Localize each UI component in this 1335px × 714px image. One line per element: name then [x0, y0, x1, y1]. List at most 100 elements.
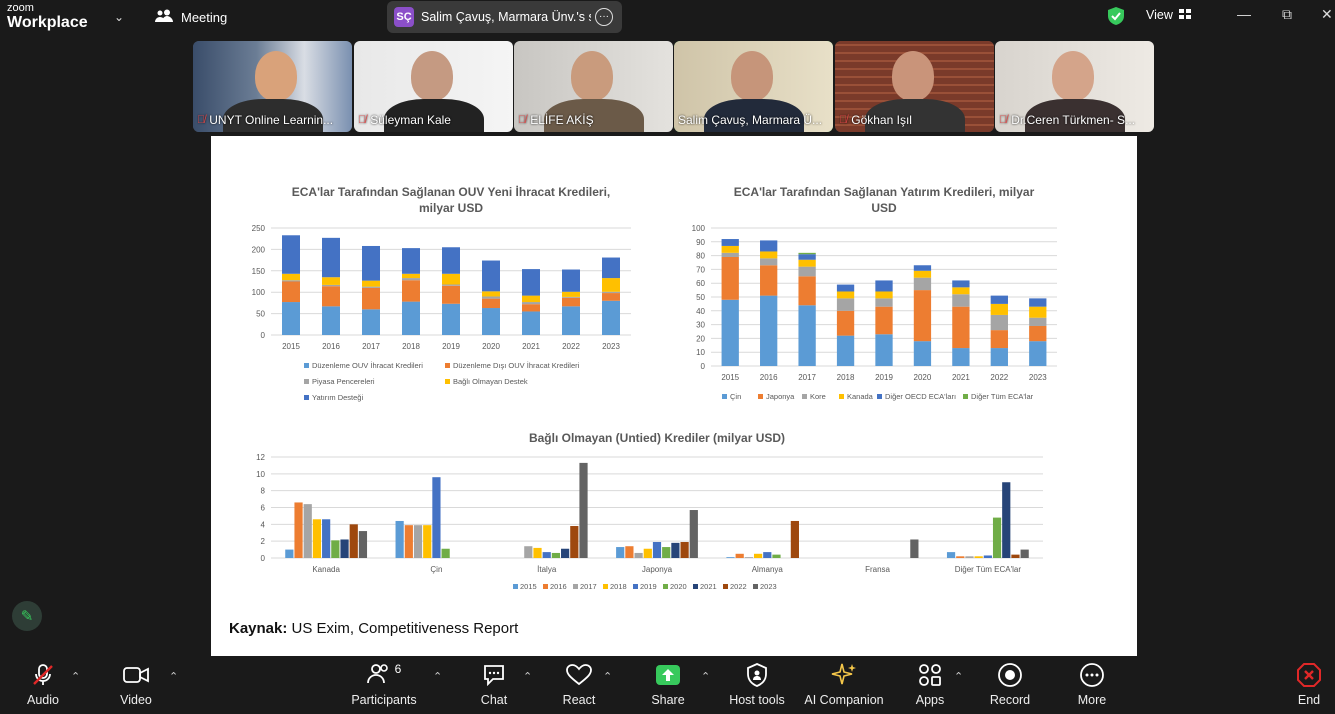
bar-segment — [798, 254, 816, 260]
bar — [1002, 482, 1011, 558]
y-tick-label: 10 — [696, 348, 705, 357]
muted-mic-icon: 🎙̸ — [999, 114, 1008, 126]
video-button[interactable]: Video — [114, 658, 158, 714]
camera-icon — [123, 658, 149, 692]
legend-swatch — [445, 363, 450, 368]
bar-segment — [760, 265, 778, 296]
bar-segment — [913, 270, 932, 278]
share-options-caret[interactable]: ⌃ — [701, 671, 711, 683]
x-tick-label: Japonya — [642, 565, 673, 574]
view-button[interactable]: View — [1146, 8, 1191, 22]
bar-segment — [562, 297, 580, 307]
y-tick-label: 50 — [696, 293, 705, 302]
encryption-shield-icon[interactable] — [1107, 6, 1125, 31]
bar — [423, 525, 432, 558]
y-tick-label: 150 — [252, 267, 266, 276]
share-pill-text: Salim Çavuş, Marmara Ünv.'s scr — [421, 10, 591, 24]
bar — [772, 554, 781, 558]
y-tick-label: 60 — [696, 279, 705, 288]
bar — [652, 542, 662, 558]
participant-tile[interactable]: 🎙̸ Süleyman Kale — [354, 41, 513, 132]
participants-button[interactable]: 6 Participants — [351, 662, 417, 707]
participant-tile[interactable]: 🎙̸ UNYT Online Learnin... — [193, 41, 352, 132]
legend-swatch — [543, 584, 548, 589]
bar-segment — [952, 348, 970, 366]
bar-segment — [1029, 341, 1047, 366]
legend-swatch — [758, 394, 763, 399]
participant-tile[interactable]: 🎙̸ ELİFE AKİŞ — [514, 41, 673, 132]
apps-button[interactable]: Apps — [914, 658, 946, 714]
bar — [542, 552, 551, 558]
audio-button[interactable]: Audio — [22, 658, 64, 714]
shared-screen-slide: ECA'lar Tarafından Sağlanan OUV Yeni İhr… — [211, 136, 1137, 656]
meeting-menu[interactable]: Meeting — [155, 9, 227, 26]
more-button[interactable]: More — [1074, 658, 1110, 714]
participant-tile[interactable]: 🎙̸ Gökhan Işıl — [835, 41, 994, 132]
y-tick-label: 20 — [696, 334, 705, 343]
bar — [634, 552, 643, 558]
legend-swatch — [877, 394, 882, 399]
legend-label: Düzenleme Dışı OUV İhracat Kredileri — [453, 361, 580, 370]
legend-swatch — [445, 379, 450, 384]
more-options-icon[interactable]: ··· — [595, 8, 613, 26]
participant-tile-active[interactable]: Salim Çavuş, Marmara Ü... — [674, 41, 833, 132]
close-icon[interactable]: ✕ — [1321, 6, 1333, 22]
restore-icon[interactable]: ⧉ — [1282, 6, 1292, 22]
heart-icon — [566, 658, 592, 692]
chevron-down-icon[interactable]: ⌄ — [114, 10, 125, 24]
bar-segment — [798, 276, 816, 306]
participants-options-caret[interactable]: ⌃ — [433, 671, 443, 683]
legend-label: 2019 — [640, 582, 657, 591]
chart-title: USD — [871, 201, 897, 215]
end-button[interactable]: End — [1293, 658, 1325, 714]
minimize-icon[interactable]: — — [1237, 6, 1251, 22]
bar — [671, 542, 680, 558]
react-button[interactable]: React — [561, 658, 597, 714]
legend-swatch — [722, 394, 727, 399]
bar-segment — [836, 284, 855, 292]
legend-swatch — [603, 584, 608, 589]
bar-segment — [836, 298, 855, 311]
x-tick-label: Almanya — [752, 565, 784, 574]
screen-share-pill[interactable]: SÇ Salim Çavuş, Marmara Ünv.'s scr ··· — [387, 1, 622, 33]
top-bar: zoom Workplace ⌄ Meeting SÇ Salim Çavuş,… — [0, 0, 1335, 36]
y-tick-label: 12 — [256, 453, 265, 462]
chat-options-caret[interactable]: ⌃ — [523, 671, 533, 683]
chart-title: ECA'lar Tarafından Sağlanan Yatırım Kred… — [734, 185, 1035, 199]
share-button[interactable]: Share — [650, 658, 686, 714]
bar-segment — [721, 245, 739, 253]
bar-segment — [875, 280, 893, 292]
apps-options-caret[interactable]: ⌃ — [954, 671, 964, 683]
chat-button[interactable]: Chat — [476, 658, 512, 714]
x-tick-label: 2021 — [952, 373, 970, 382]
bar-segment — [522, 311, 540, 335]
record-button[interactable]: Record — [988, 658, 1032, 714]
react-options-caret[interactable]: ⌃ — [603, 671, 613, 683]
annotate-pencil-icon[interactable]: ✎ — [12, 601, 42, 631]
bar-segment — [482, 298, 500, 309]
legend-swatch — [723, 584, 728, 589]
bar-segment — [602, 257, 620, 279]
audio-options-caret[interactable]: ⌃ — [71, 671, 81, 683]
ai-companion-button[interactable]: AI Companion — [804, 658, 884, 714]
x-tick-label: Çin — [430, 565, 442, 574]
bar — [689, 510, 698, 558]
legend-swatch — [304, 363, 309, 368]
source-note: Kaynak: US Exim, Competitiveness Report — [229, 620, 519, 637]
host-tools-button[interactable]: Host tools — [729, 658, 785, 714]
bar-segment — [1029, 306, 1047, 318]
bar-segment — [760, 295, 778, 366]
bar-segment — [952, 294, 970, 307]
participant-tile[interactable]: 🎙̸ Dr.Ceren Türkmen- S... — [995, 41, 1154, 132]
x-tick-label: 2020 — [482, 342, 500, 351]
bar-segment — [875, 306, 893, 335]
share-screen-icon — [655, 658, 681, 692]
bar-segment — [875, 291, 893, 299]
sharer-avatar: SÇ — [394, 7, 414, 27]
video-options-caret[interactable]: ⌃ — [169, 671, 179, 683]
bar — [974, 556, 983, 558]
bar — [312, 519, 322, 558]
legend-label: Kanada — [847, 392, 874, 401]
bar — [349, 524, 358, 558]
bar — [662, 547, 671, 558]
